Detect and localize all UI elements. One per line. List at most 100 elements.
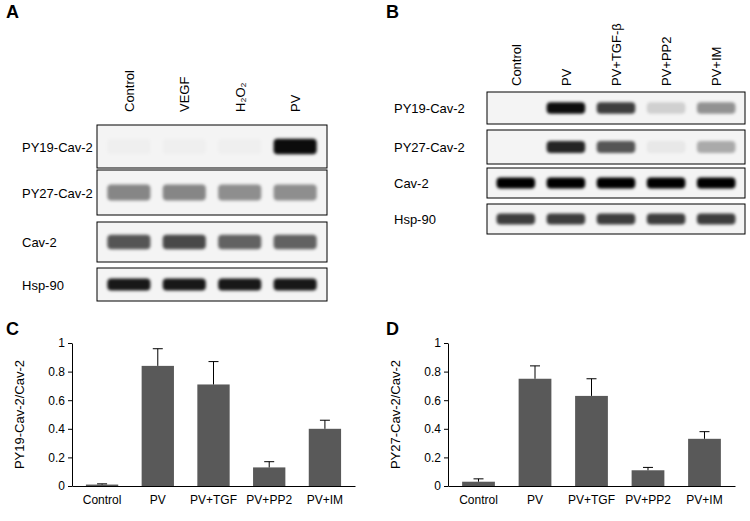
band [497, 178, 536, 189]
lane-label: PV+PP2 [659, 36, 674, 86]
error-bar [474, 479, 484, 482]
band [697, 102, 736, 114]
error-bar [97, 483, 107, 485]
band [497, 141, 536, 153]
blot-frame [487, 92, 745, 124]
tick-label: 0.2 [424, 451, 441, 465]
tick-label: PV+PP2 [246, 493, 292, 507]
band [597, 141, 636, 153]
band [274, 235, 317, 249]
band [107, 279, 150, 291]
band [647, 102, 686, 114]
tick-label: 1 [58, 336, 65, 350]
y-axis: 00.20.40.60.81 [424, 336, 448, 493]
band [647, 214, 686, 225]
tick-label: PV [527, 493, 543, 507]
error-bar-cap [530, 365, 540, 366]
plot-area [86, 349, 341, 486]
band [547, 102, 586, 114]
axis-line [449, 486, 736, 487]
band [697, 214, 736, 225]
tick: 0 [58, 479, 72, 493]
row-label: PY27-Cav-2 [22, 186, 93, 201]
bar [632, 470, 665, 486]
error-bar-cap [587, 378, 597, 379]
tick-mark [68, 429, 72, 430]
bar [197, 384, 229, 486]
error-bar-stem [591, 379, 592, 396]
figure: AControlVEGFH₂O₂PVPY19-Cav-2PY27-Cav-2Ca… [0, 0, 750, 521]
tick: PV+IM [307, 486, 343, 507]
blot-frame [487, 168, 745, 198]
tick: 0.6 [48, 394, 72, 408]
error-bar [320, 420, 330, 429]
tick-mark [444, 429, 448, 430]
tick-label: PV+IM [307, 493, 343, 507]
tick: 1 [58, 336, 72, 350]
error-bar-stem [704, 432, 705, 439]
row-label: Hsp-90 [394, 212, 436, 227]
band [218, 235, 261, 249]
band [107, 139, 150, 154]
row-label: Hsp-90 [22, 278, 64, 293]
axis-line [72, 344, 73, 487]
lane-label: PV+TGF-β [609, 23, 624, 86]
bar [519, 379, 552, 486]
lane-label: PV [559, 68, 574, 86]
error-bar-cap [474, 478, 484, 479]
blot-frame [97, 170, 327, 215]
tick-mark [68, 400, 72, 401]
band [163, 279, 206, 291]
error-bar [264, 462, 274, 468]
bar [142, 366, 174, 486]
row-label: PY19-Cav-2 [394, 101, 465, 116]
error-bar [153, 349, 163, 366]
tick: 0.6 [424, 394, 448, 408]
band [218, 139, 261, 154]
bar [309, 429, 341, 486]
tick: PV [150, 486, 166, 507]
tick: PV+TGF [568, 486, 615, 507]
band [218, 279, 261, 291]
band [647, 141, 686, 153]
band [547, 214, 586, 225]
band [597, 214, 636, 225]
tick-label: PV+TGF [190, 493, 237, 507]
bar [575, 396, 608, 486]
tick: PV+TGF [190, 486, 237, 507]
x-axis: ControlPVPV+TGFPV+PP2PV+IM [73, 486, 356, 507]
tick-label: 0.6 [48, 394, 65, 408]
tick: PV+IM [686, 486, 722, 507]
blot-frame [487, 204, 745, 234]
band [163, 235, 206, 249]
tick-mark [68, 372, 72, 373]
lane-label: H₂O₂ [233, 82, 248, 112]
tick-label: 0.8 [424, 365, 441, 379]
band [163, 139, 206, 154]
error-bar-stem [213, 362, 214, 385]
axis-title: PY27-Cav-2/Cav-2 [388, 360, 403, 469]
axis-line [448, 344, 449, 487]
error-bar [587, 379, 597, 396]
error-bar-stem [157, 349, 158, 366]
tick-label: 0.2 [48, 451, 65, 465]
tick: 0.4 [424, 422, 448, 436]
tick-mark [444, 486, 448, 487]
y-axis: 00.20.40.60.81 [48, 336, 72, 493]
tick-label: 0.8 [48, 365, 65, 379]
lane-label: VEGF [177, 77, 192, 112]
tick-mark [68, 486, 72, 487]
tick: PV+PP2 [625, 486, 671, 507]
band [597, 178, 636, 189]
plot-area [462, 366, 721, 486]
tick-label: 0.4 [424, 422, 441, 436]
error-bar [530, 366, 540, 379]
error-bar-cap [97, 483, 107, 484]
error-bar [209, 362, 219, 385]
lane-label: Control [509, 44, 524, 86]
tick-mark [444, 372, 448, 373]
lane-label: PV [288, 94, 303, 112]
tick-label: 0.6 [424, 394, 441, 408]
error-bar-cap [153, 348, 163, 349]
error-bar-cap [643, 467, 653, 468]
